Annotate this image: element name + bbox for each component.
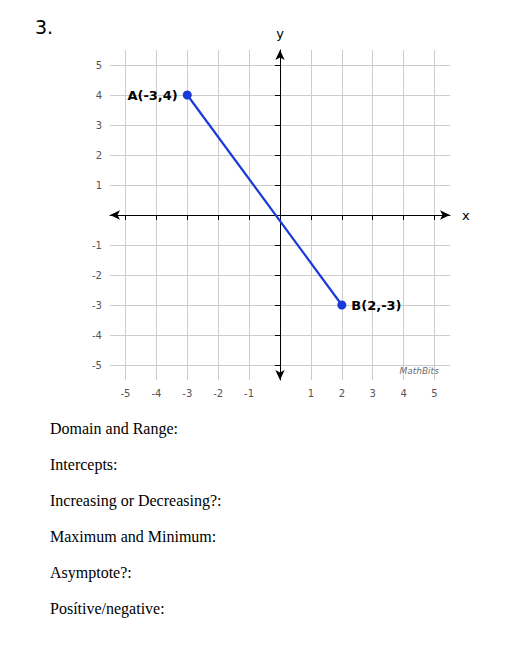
svg-text:Asymptote?:: Asymptote?: xyxy=(50,564,132,582)
svg-text:Maximum and Minimum:: Maximum and Minimum: xyxy=(50,528,216,545)
svg-text:-2: -2 xyxy=(92,270,102,281)
svg-text:3.: 3. xyxy=(35,16,53,38)
svg-text:-3: -3 xyxy=(92,300,102,311)
svg-text:Increasing or Decreasing?:: Increasing or Decreasing?: xyxy=(50,492,221,510)
svg-text:-4: -4 xyxy=(151,388,161,399)
svg-text:-3: -3 xyxy=(182,388,192,399)
svg-text:1: 1 xyxy=(308,388,314,399)
svg-text:2: 2 xyxy=(96,150,102,161)
svg-text:B(2,-3): B(2,-3) xyxy=(351,298,401,313)
svg-text:4: 4 xyxy=(400,388,406,399)
svg-text:4: 4 xyxy=(96,90,102,101)
svg-text:MathBits: MathBits xyxy=(399,366,439,376)
svg-text:3: 3 xyxy=(96,120,102,131)
svg-text:2: 2 xyxy=(339,388,345,399)
svg-text:3: 3 xyxy=(370,388,376,399)
svg-text:-4: -4 xyxy=(92,330,102,341)
svg-text:y: y xyxy=(276,26,284,41)
svg-text:Posítive/negative:: Posítive/negative: xyxy=(50,600,165,618)
svg-text:5: 5 xyxy=(96,60,102,71)
svg-text:5: 5 xyxy=(431,388,437,399)
svg-text:Domain and Range:: Domain and Range: xyxy=(50,420,178,438)
svg-text:A(-3,4): A(-3,4) xyxy=(127,88,177,103)
svg-text:-1: -1 xyxy=(92,240,102,251)
svg-text:Intercepts:: Intercepts: xyxy=(50,456,118,474)
svg-text:-5: -5 xyxy=(92,360,102,371)
svg-text:-1: -1 xyxy=(244,388,254,399)
svg-text:-5: -5 xyxy=(120,388,130,399)
svg-text:-2: -2 xyxy=(213,388,223,399)
svg-text:1: 1 xyxy=(96,180,102,191)
svg-text:x: x xyxy=(462,208,470,223)
